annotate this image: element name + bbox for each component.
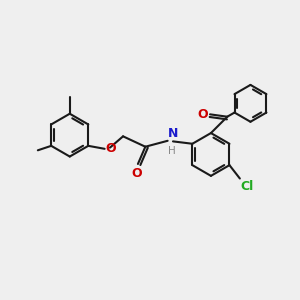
Text: O: O (132, 167, 142, 180)
Text: H: H (168, 146, 176, 156)
Text: N: N (168, 127, 178, 140)
Text: O: O (106, 142, 116, 155)
Text: Cl: Cl (241, 180, 254, 193)
Text: O: O (197, 108, 208, 121)
